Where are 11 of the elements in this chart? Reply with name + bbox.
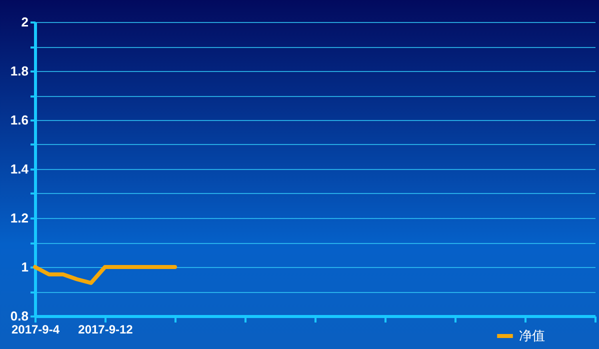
y-tick-label: 2 xyxy=(21,14,28,30)
y-tick-label: 1.4 xyxy=(10,162,30,176)
x-tick-label: 2017-9-4 xyxy=(11,322,60,336)
y-tick-label: 1.2 xyxy=(10,210,28,226)
y-tick-label: 0.8 xyxy=(10,308,28,324)
legend-label: 净值 xyxy=(519,329,545,344)
line-series xyxy=(33,265,177,285)
y-tick-label: 1.8 xyxy=(10,64,28,78)
x-tick-label: 2017-9-12 xyxy=(78,322,134,336)
y-tick-label: 1.6 xyxy=(10,112,28,128)
y-tick-label: 1 xyxy=(21,260,28,274)
